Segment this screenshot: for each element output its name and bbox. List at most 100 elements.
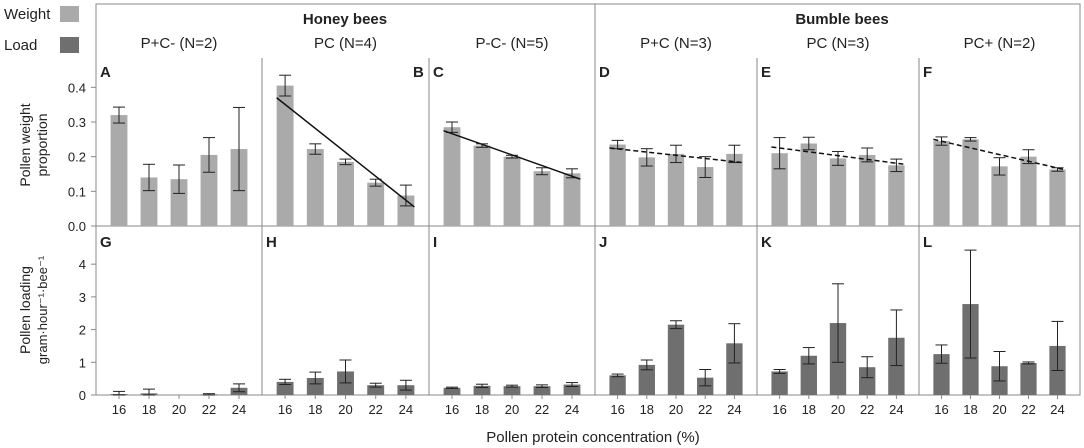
trend-line xyxy=(609,147,743,164)
weight-bar xyxy=(110,115,128,226)
x-tick-label: 24 xyxy=(889,402,903,417)
load-bar xyxy=(503,386,521,395)
panel-letter: F xyxy=(923,64,932,81)
load-bar xyxy=(933,354,950,395)
x-tick-label: 24 xyxy=(399,402,413,417)
load-ytick-label: 4 xyxy=(79,257,86,272)
x-axis-label: Pollen protein concentration (%) xyxy=(486,429,699,446)
x-tick-label: 18 xyxy=(802,402,816,417)
x-tick-label: 18 xyxy=(963,402,977,417)
weight-ylabel-line-1: Pollen weight xyxy=(17,103,33,186)
weight-bar xyxy=(771,153,788,226)
panel-treatment-label: PC (N=3) xyxy=(807,35,870,52)
load-ylabel-line-2: gram·hour⁻¹·bee⁻¹ xyxy=(35,255,50,364)
panel-letter: D xyxy=(599,64,610,81)
x-tick-label: 18 xyxy=(640,402,654,417)
panel-treatment-label: PC (N=4) xyxy=(314,35,377,52)
x-tick-label: 24 xyxy=(727,402,741,417)
panel-letter: J xyxy=(599,234,607,251)
x-tick-label: 22 xyxy=(202,402,216,417)
panel-letter: C xyxy=(433,64,444,81)
x-tick-label: 24 xyxy=(232,402,246,417)
legend-load-label: Load xyxy=(4,37,37,54)
weight-bar xyxy=(933,141,950,226)
panel-letter: E xyxy=(761,64,771,81)
legend-weight-label: Weight xyxy=(4,6,51,23)
load-bar xyxy=(771,371,788,395)
x-tick-label: 22 xyxy=(368,402,382,417)
load-bar xyxy=(563,384,581,395)
x-tick-label: 16 xyxy=(610,402,624,417)
weight-bar xyxy=(367,182,385,226)
weight-bar xyxy=(1049,169,1066,226)
weight-bar xyxy=(638,157,655,226)
panel-letter: A xyxy=(100,64,111,81)
figure-frame xyxy=(95,3,1081,396)
weight-ytick-label: 0.2 xyxy=(68,150,86,165)
x-tick-label: 16 xyxy=(934,402,948,417)
weight-bar xyxy=(991,166,1008,226)
load-bar xyxy=(800,355,817,395)
trend-line xyxy=(276,97,415,208)
panel-treatment-label: P+C- (N=2) xyxy=(141,35,218,52)
weight-bar xyxy=(443,127,461,226)
group-title-honey-bees: Honey bees xyxy=(303,11,387,28)
load-bar xyxy=(443,387,461,395)
load-bar xyxy=(306,377,324,395)
load-bar xyxy=(276,381,294,395)
x-tick-label: 22 xyxy=(860,402,874,417)
legend-weight-swatch xyxy=(60,6,79,22)
trend-line xyxy=(771,146,905,166)
load-ytick-label: 2 xyxy=(79,323,86,338)
load-ytick-label: 0 xyxy=(79,388,86,403)
weight-ylabel-line-2: proportion xyxy=(34,113,50,176)
load-bar xyxy=(638,364,655,395)
x-tick-label: 22 xyxy=(535,402,549,417)
load-bar xyxy=(609,375,626,395)
weight-bar xyxy=(533,171,551,226)
load-ytick-label: 1 xyxy=(79,355,86,370)
panel-letter: K xyxy=(761,234,772,251)
weight-ytick-label: 0.4 xyxy=(68,80,86,95)
legend: Weight Load xyxy=(4,6,79,54)
x-tick-label: 18 xyxy=(475,402,489,417)
x-tick-label: 20 xyxy=(338,402,352,417)
weight-bar xyxy=(667,153,685,226)
x-tick-label: 16 xyxy=(772,402,786,417)
weight-ytick-label: 0.1 xyxy=(68,184,86,199)
plot-area: 0.0 0.1 0.2 0.3 0.4 0 1 2 3 4 P+C- (N=2) A G 16 18 20 22… xyxy=(68,3,1081,417)
trend-line xyxy=(443,129,581,180)
panel-letter: H xyxy=(266,234,277,251)
weight-bar xyxy=(962,139,979,226)
panel-treatment-label: PC+ (N=2) xyxy=(964,35,1036,52)
x-tick-label: 20 xyxy=(669,402,683,417)
x-tick-label: 20 xyxy=(992,402,1006,417)
weight-bar xyxy=(337,161,354,226)
weight-bar xyxy=(800,143,817,226)
panel-treatment-label: P+C (N=3) xyxy=(640,35,712,52)
panel-letter: I xyxy=(433,234,437,251)
panel-treatment-label: P-C- (N=5) xyxy=(476,35,549,52)
weight-bar xyxy=(726,153,743,226)
weight-bar xyxy=(697,167,714,226)
x-tick-label: 16 xyxy=(278,402,292,417)
load-bar xyxy=(473,385,491,395)
weight-bar xyxy=(859,154,876,226)
load-bar xyxy=(859,367,876,395)
weight-bar xyxy=(888,165,905,226)
load-bar xyxy=(667,324,685,395)
x-tick-label: 22 xyxy=(698,402,712,417)
weight-bar xyxy=(609,144,626,226)
x-tick-label: 16 xyxy=(445,402,459,417)
x-tick-label: 18 xyxy=(142,402,156,417)
trend-line xyxy=(933,138,1066,171)
x-tick-label: 16 xyxy=(112,402,126,417)
panel-letter: B xyxy=(413,64,424,81)
weight-bar xyxy=(1020,156,1037,226)
weight-bar xyxy=(473,145,491,226)
x-tick-label: 24 xyxy=(1050,402,1064,417)
weight-bar xyxy=(276,85,294,226)
load-ytick-label: 3 xyxy=(79,290,86,305)
load-bar xyxy=(726,343,743,395)
load-bar xyxy=(367,385,385,395)
